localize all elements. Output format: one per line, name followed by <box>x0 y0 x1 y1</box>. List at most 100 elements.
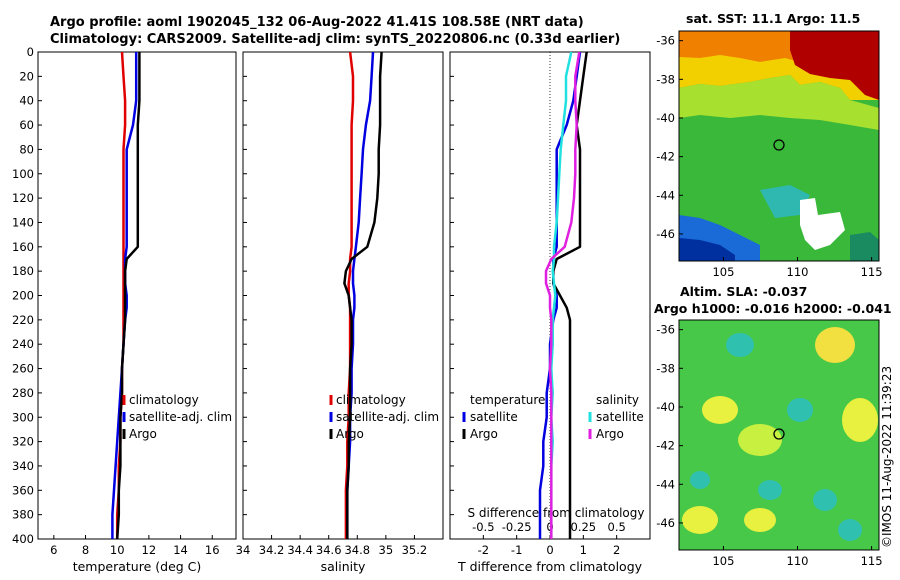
x-tick-label: 12 <box>142 543 157 557</box>
map-y-tick-label: -40 <box>656 400 675 414</box>
map-x-tick-label: 115 <box>861 265 883 279</box>
x-tick-label: 16 <box>205 543 220 557</box>
y-tick-label: 280 <box>12 386 34 400</box>
map-y-tick-label: -42 <box>656 439 675 453</box>
map-y-tick-label: -40 <box>656 111 675 125</box>
sst-map <box>679 31 879 261</box>
y-tick-label: 200 <box>12 289 34 303</box>
figure-title-line2: Climatology: CARS2009. Satellite-adj cli… <box>50 32 621 47</box>
sla-argo-location-marker <box>773 428 785 440</box>
sst-argo-location-marker <box>773 139 785 151</box>
sla-high-blob <box>702 396 738 424</box>
sla-map-title-2: Argo h1000: -0.016 h2000: -0.041 <box>654 301 892 316</box>
sst-coldest-patch <box>679 238 735 261</box>
x-axis-label: T difference from climatology <box>457 559 643 574</box>
legend-label: Argo <box>470 427 498 441</box>
sst-yellow-green-band <box>679 75 879 130</box>
sla-high-blob <box>744 508 776 532</box>
x-tick-label: 34.2 <box>259 543 285 557</box>
profile-panel-1: 0 20 40 60 80 100 120 140 160 180 200 220 240 260 280 3… <box>12 45 237 574</box>
x-tick-label: 6 <box>50 543 57 557</box>
sla-low-blob <box>813 489 837 511</box>
sla-low-blob <box>726 333 754 357</box>
y-tick-label: 380 <box>12 508 34 522</box>
legend-title: salinity <box>596 393 639 407</box>
y-tick-label: 180 <box>12 264 34 278</box>
y-tick-label: 80 <box>19 142 34 156</box>
x-tick-label: 35 <box>379 543 394 557</box>
y-tick-label: 100 <box>12 167 34 181</box>
x-tick-label: 1 <box>580 543 587 557</box>
sla-map <box>679 320 879 550</box>
series-line <box>343 51 383 539</box>
x-tick-label: 34.4 <box>287 543 313 557</box>
sla-high-blob <box>842 398 878 442</box>
y-tick-label: 40 <box>19 94 34 108</box>
y-tick-label: 360 <box>12 483 34 497</box>
figure-title-line1: Argo profile: aoml 1902045_132 06-Aug-20… <box>50 15 584 30</box>
x-axis-label: salinity <box>321 559 366 574</box>
sla-low-blob <box>690 471 710 489</box>
series-line <box>552 51 588 539</box>
y-tick-label: 160 <box>12 240 34 254</box>
x-tick-label: 0 <box>546 543 553 557</box>
plot-frame <box>242 51 444 540</box>
x-tick-label: 8 <box>82 543 89 557</box>
map-x-tick-label: 105 <box>712 554 734 568</box>
sla-high-blob <box>682 506 718 534</box>
y-tick-label: 140 <box>12 215 34 229</box>
x-top-tick-label: 0 <box>546 520 553 534</box>
y-tick-label: 60 <box>19 118 34 132</box>
x-tick-label: 14 <box>173 543 188 557</box>
sst-map-frame <box>678 30 880 262</box>
legend-label: satellite-adj. clim <box>336 410 439 424</box>
legend-label: Argo <box>596 427 624 441</box>
x-tick-label: 10 <box>110 543 125 557</box>
legend-label: climatology <box>129 393 199 407</box>
sla-high-blob <box>738 424 782 456</box>
x-top-axis-label: S difference from climatology <box>468 506 645 520</box>
sst-dark-green-patch <box>850 232 879 261</box>
x-top-tick-label: -0.25 <box>502 520 532 534</box>
x-tick-label: 35.2 <box>402 543 428 557</box>
profile-plots: 0204060801001201401601802002202402602803… <box>12 45 651 574</box>
y-tick-label: 300 <box>12 410 34 424</box>
sla-map-frame <box>678 319 880 551</box>
y-tick-label: 340 <box>12 459 34 473</box>
map-y-tick-label: -36 <box>656 323 675 337</box>
map-tick-labels: 105 110 115 -36 -38 -40 -42 -44 -46 105 110 115 -36 -… <box>656 34 882 568</box>
sla-high-blob <box>815 327 855 363</box>
x-top-tick-label: 0.25 <box>571 520 597 534</box>
legend-label: climatology <box>336 393 406 407</box>
legend-label: Argo <box>336 427 364 441</box>
map-y-tick-label: -36 <box>656 34 675 48</box>
x-tick-label: 34.6 <box>316 543 342 557</box>
y-tick-label: 120 <box>12 191 34 205</box>
map-y-tick-label: -44 <box>656 188 675 202</box>
map-y-tick-label: -46 <box>656 227 675 241</box>
legend-title: temperature <box>470 393 545 407</box>
series-line <box>115 52 141 540</box>
legend-label: Argo <box>129 427 157 441</box>
map-x-tick-label: 105 <box>712 265 734 279</box>
x-top-tick-label: -0.5 <box>472 520 494 534</box>
x-axis-label: temperature (deg C) <box>73 559 202 574</box>
sla-map-title-1: Altim. SLA: -0.037 <box>680 284 808 299</box>
map-y-tick-label: -42 <box>656 150 675 164</box>
x-tick-label: 34.8 <box>344 543 370 557</box>
y-tick-label: 240 <box>12 337 34 351</box>
sla-low-blob <box>758 480 782 500</box>
x-top-tick-label: 0.5 <box>608 520 626 534</box>
x-tick-label: 2 <box>613 543 620 557</box>
legend-label: satellite <box>470 410 518 424</box>
y-tick-label: 260 <box>12 362 34 376</box>
x-tick-label: -2 <box>478 543 489 557</box>
map-x-tick-label: 110 <box>787 554 809 568</box>
map-y-tick-label: -38 <box>656 361 675 375</box>
x-tick-label: -1 <box>511 543 522 557</box>
y-tick-label: 0 <box>27 45 34 59</box>
x-tick-label: 34 <box>236 543 251 557</box>
map-y-tick-label: -38 <box>656 72 675 86</box>
map-y-tick-label: -44 <box>656 477 675 491</box>
